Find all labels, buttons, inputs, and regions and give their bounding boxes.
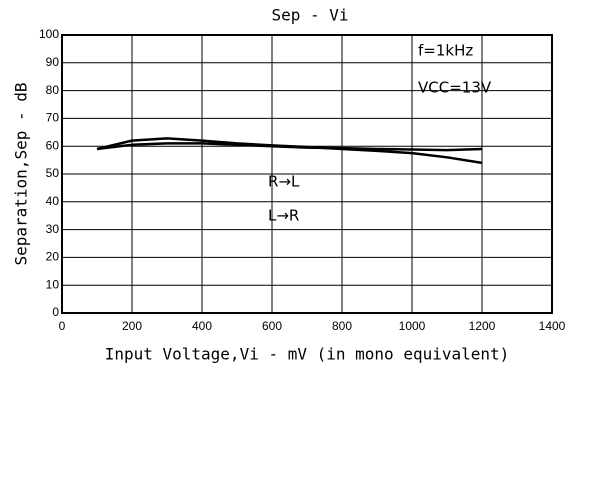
plot-frame: [61, 34, 553, 314]
x-tick-label: 1400: [539, 319, 566, 333]
annotation: f=1kHz: [418, 42, 473, 60]
y-tick-label: 40: [46, 194, 60, 208]
x-tick-label: 200: [122, 319, 142, 333]
x-tick-label: 400: [192, 319, 212, 333]
y-tick-label: 80: [46, 83, 60, 97]
x-tick-label: 1200: [469, 319, 496, 333]
series-label: R→L: [268, 173, 300, 191]
y-tick-label: 30: [46, 222, 60, 236]
y-tick-label: 70: [46, 111, 60, 125]
y-tick-label: 90: [46, 55, 60, 69]
x-tick-label: 800: [332, 319, 352, 333]
x-tick-label: 600: [262, 319, 282, 333]
annotation: VCC=13V: [418, 79, 492, 97]
y-tick-label: 20: [46, 250, 60, 264]
y-tick-label: 100: [39, 27, 59, 41]
y-axis-label: Separation,Sep - dB: [12, 82, 31, 265]
series-label: L→R: [268, 207, 299, 225]
y-tick-label: 0: [52, 305, 59, 319]
y-tick-label: 50: [46, 166, 60, 180]
x-tick-label: 0: [59, 319, 66, 333]
y-tick-label: 60: [46, 138, 60, 152]
chart-title: Sep - Vi: [271, 6, 348, 25]
x-axis-label: Input Voltage,Vi - mV (in mono equivalen…: [105, 345, 510, 364]
y-tick-label: 10: [46, 277, 60, 291]
x-tick-label: 1000: [399, 319, 426, 333]
series-line: [96, 142, 483, 152]
